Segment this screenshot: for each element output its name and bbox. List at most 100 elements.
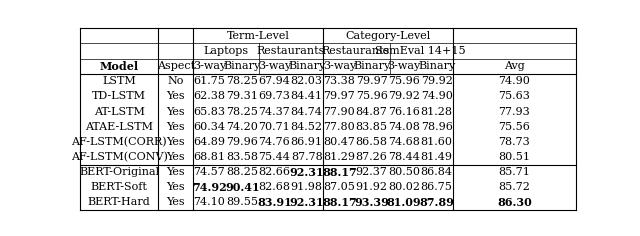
Text: 79.96: 79.96 <box>227 137 258 147</box>
Text: 64.89: 64.89 <box>193 137 225 147</box>
Text: 80.47: 80.47 <box>323 137 355 147</box>
Text: Aspect: Aspect <box>157 61 195 71</box>
Text: 3-way: 3-way <box>387 61 420 71</box>
Text: 87.05: 87.05 <box>323 182 355 192</box>
Text: 87.78: 87.78 <box>291 152 323 162</box>
Text: 83.91: 83.91 <box>257 197 292 208</box>
Text: 3-way: 3-way <box>323 61 356 71</box>
Text: 78.96: 78.96 <box>420 122 452 132</box>
Text: Binary: Binary <box>223 61 261 71</box>
Text: 91.92: 91.92 <box>356 182 388 192</box>
Text: 78.73: 78.73 <box>499 137 531 147</box>
Text: BERT-Hard: BERT-Hard <box>88 198 150 207</box>
Text: 62.38: 62.38 <box>193 92 225 101</box>
Text: 86.91: 86.91 <box>291 137 323 147</box>
Text: 84.87: 84.87 <box>356 107 388 117</box>
Text: 79.97: 79.97 <box>324 92 355 101</box>
Text: 74.92: 74.92 <box>192 182 227 193</box>
Text: 73.38: 73.38 <box>323 76 355 86</box>
Text: 61.75: 61.75 <box>193 76 225 86</box>
Text: 85.72: 85.72 <box>499 182 531 192</box>
Text: 67.94: 67.94 <box>259 76 291 86</box>
Text: Yes: Yes <box>166 182 185 192</box>
Text: 92.31: 92.31 <box>289 167 324 178</box>
Text: 83.85: 83.85 <box>356 122 388 132</box>
Text: 75.56: 75.56 <box>499 122 531 132</box>
Text: 80.02: 80.02 <box>388 182 420 192</box>
Text: 77.80: 77.80 <box>324 122 355 132</box>
Text: 86.30: 86.30 <box>497 197 532 208</box>
Text: 81.60: 81.60 <box>420 137 452 147</box>
Text: TD-LSTM: TD-LSTM <box>92 92 146 101</box>
Text: 78.25: 78.25 <box>227 76 258 86</box>
Text: 74.90: 74.90 <box>499 76 531 86</box>
Text: 70.71: 70.71 <box>259 122 291 132</box>
Text: 79.31: 79.31 <box>227 92 258 101</box>
Text: Avg: Avg <box>504 61 525 71</box>
Text: 74.20: 74.20 <box>227 122 258 132</box>
Text: 82.03: 82.03 <box>291 76 323 86</box>
Text: Binary: Binary <box>288 61 325 71</box>
Text: AF-LSTM(CONV): AF-LSTM(CONV) <box>71 152 168 162</box>
Text: 78.25: 78.25 <box>227 107 258 117</box>
Text: 74.37: 74.37 <box>259 107 291 117</box>
Text: Yes: Yes <box>166 198 185 207</box>
Text: Category-Level: Category-Level <box>346 31 431 41</box>
Text: AT-LSTM: AT-LSTM <box>93 107 145 117</box>
Text: Yes: Yes <box>166 152 185 162</box>
Text: Binary: Binary <box>353 61 390 71</box>
Text: Binary: Binary <box>418 61 455 71</box>
Text: 75.63: 75.63 <box>499 92 531 101</box>
Text: 88.17: 88.17 <box>322 197 356 208</box>
Text: 86.75: 86.75 <box>420 182 452 192</box>
Text: 75.96: 75.96 <box>356 92 388 101</box>
Text: AF-LSTM(CORR): AF-LSTM(CORR) <box>72 137 167 147</box>
Text: 69.73: 69.73 <box>259 92 291 101</box>
Text: Yes: Yes <box>166 107 185 117</box>
Text: SemEval 14+15: SemEval 14+15 <box>375 46 465 56</box>
Text: Yes: Yes <box>166 137 185 147</box>
Text: 82.68: 82.68 <box>259 182 291 192</box>
Text: 74.76: 74.76 <box>259 137 291 147</box>
Text: Model: Model <box>100 61 139 72</box>
Text: 75.44: 75.44 <box>259 152 291 162</box>
Text: 79.97: 79.97 <box>356 76 388 86</box>
Text: 86.84: 86.84 <box>420 167 452 177</box>
Text: Laptops: Laptops <box>204 46 248 56</box>
Text: Yes: Yes <box>166 122 185 132</box>
Text: 74.57: 74.57 <box>193 167 225 177</box>
Text: 60.34: 60.34 <box>193 122 225 132</box>
Text: 81.09: 81.09 <box>387 197 421 208</box>
Text: 84.52: 84.52 <box>291 122 323 132</box>
Text: 65.83: 65.83 <box>193 107 225 117</box>
Text: LSTM: LSTM <box>102 76 136 86</box>
Text: 76.16: 76.16 <box>388 107 420 117</box>
Text: 77.93: 77.93 <box>499 107 531 117</box>
Text: 87.89: 87.89 <box>419 197 454 208</box>
Text: ATAE-LSTM: ATAE-LSTM <box>85 122 153 132</box>
Text: 85.71: 85.71 <box>499 167 531 177</box>
Text: 79.92: 79.92 <box>420 76 452 86</box>
Text: 88.25: 88.25 <box>226 167 258 177</box>
Text: 80.51: 80.51 <box>499 152 531 162</box>
Text: 3-way: 3-way <box>258 61 291 71</box>
Text: 68.81: 68.81 <box>193 152 225 162</box>
Text: 80.50: 80.50 <box>388 167 420 177</box>
Text: 82.66: 82.66 <box>259 167 291 177</box>
Text: 74.10: 74.10 <box>193 198 225 207</box>
Text: 3-way: 3-way <box>193 61 226 71</box>
Text: 84.74: 84.74 <box>291 107 323 117</box>
Text: Restaurants: Restaurants <box>321 46 390 56</box>
Text: 87.26: 87.26 <box>356 152 388 162</box>
Text: 91.98: 91.98 <box>291 182 323 192</box>
Text: 92.31: 92.31 <box>289 197 324 208</box>
Text: 83.58: 83.58 <box>226 152 258 162</box>
Text: 90.41: 90.41 <box>225 182 259 193</box>
Text: Restaurants: Restaurants <box>257 46 325 56</box>
Text: Term-Level: Term-Level <box>227 31 289 41</box>
Text: Yes: Yes <box>166 92 185 101</box>
Text: 86.58: 86.58 <box>356 137 388 147</box>
Text: 84.41: 84.41 <box>291 92 323 101</box>
Text: 79.92: 79.92 <box>388 92 420 101</box>
Text: Yes: Yes <box>166 167 185 177</box>
